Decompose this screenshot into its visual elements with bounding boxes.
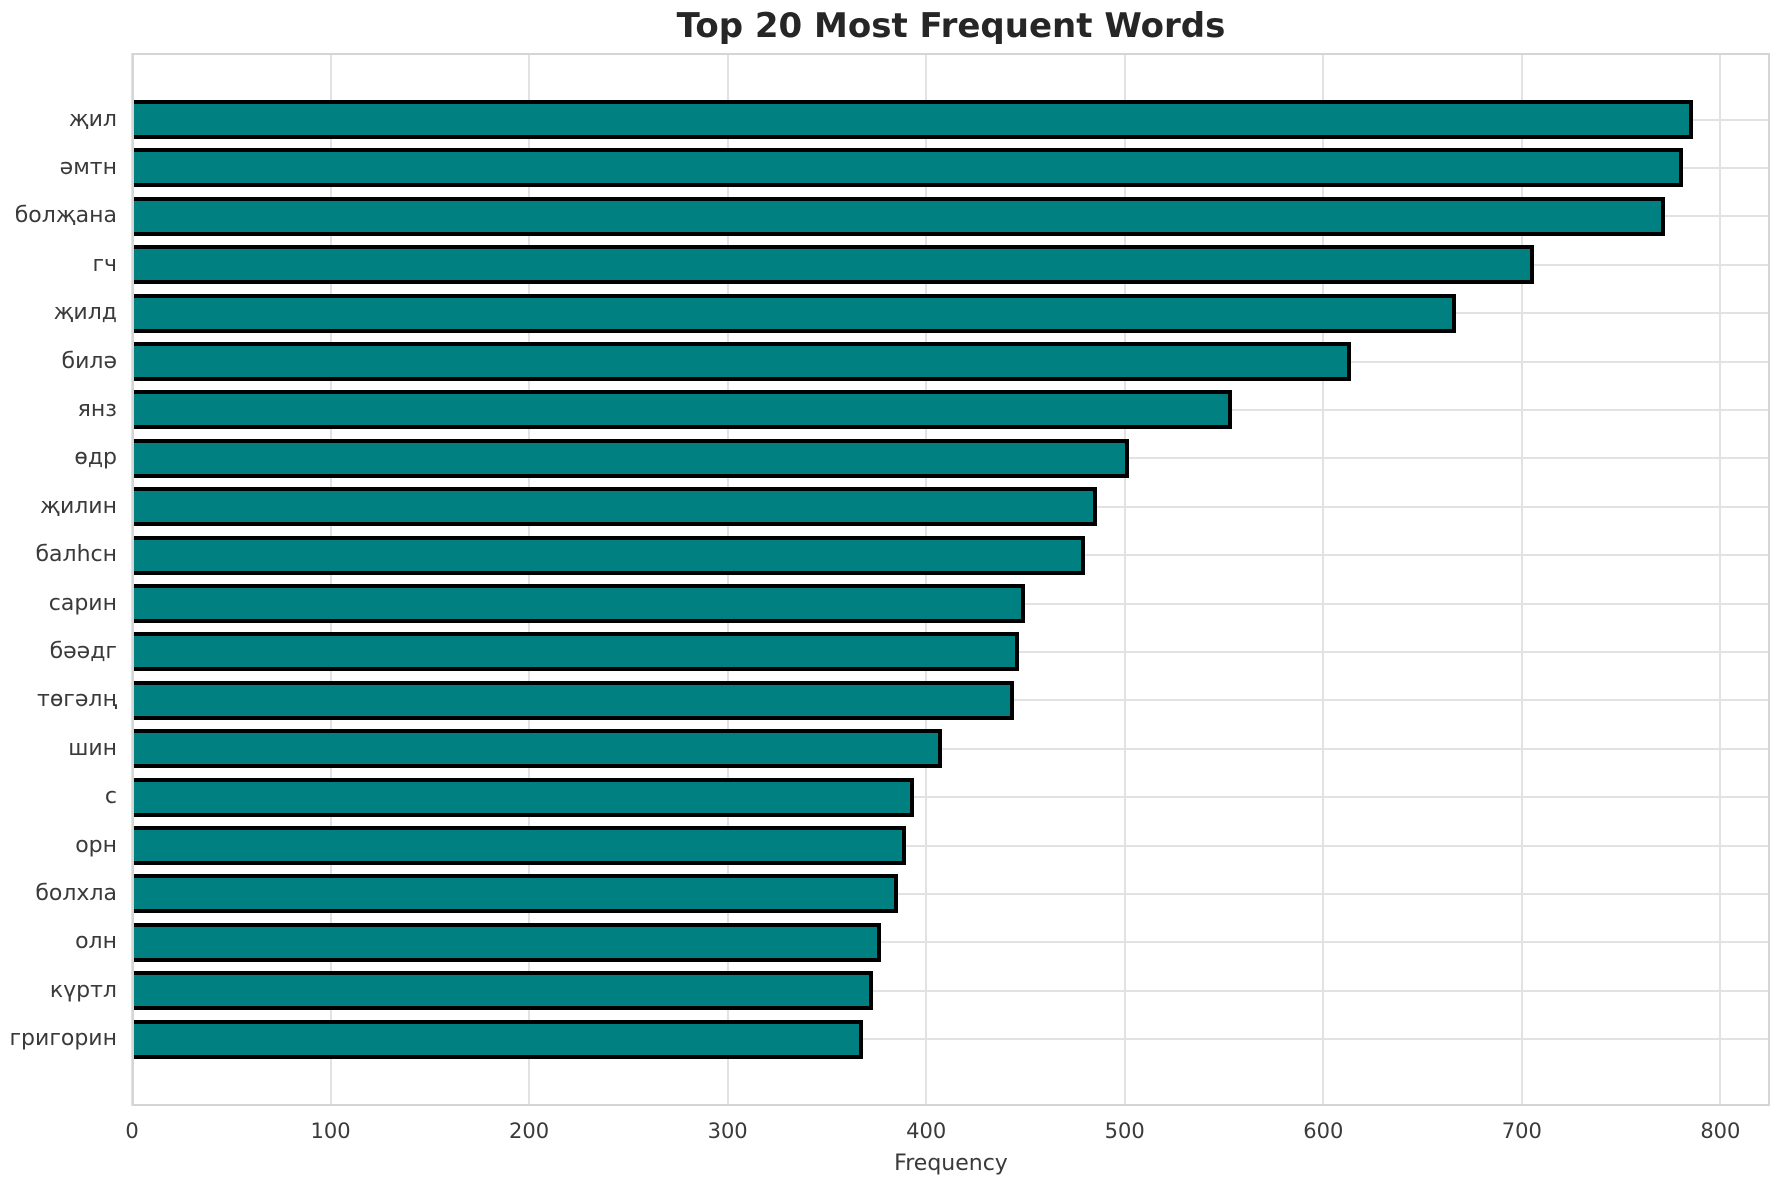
y-tick-label: орн bbox=[75, 832, 117, 858]
x-tick-label: 700 bbox=[1501, 1119, 1542, 1143]
x-gridline bbox=[329, 53, 332, 1106]
bar bbox=[132, 584, 1026, 623]
x-gridline bbox=[1123, 53, 1126, 1106]
y-gridline bbox=[132, 941, 1770, 944]
x-tick-label: 300 bbox=[707, 1119, 748, 1143]
bar bbox=[132, 922, 881, 962]
bar bbox=[132, 1019, 863, 1059]
y-tick-label: төгәлң bbox=[37, 687, 117, 713]
y-gridline bbox=[132, 892, 1770, 895]
bar bbox=[132, 438, 1129, 478]
x-tick-label: 500 bbox=[1104, 1119, 1145, 1143]
bar bbox=[132, 100, 1693, 139]
bar bbox=[132, 487, 1097, 527]
y-gridline bbox=[132, 747, 1770, 750]
bar bbox=[132, 632, 1020, 672]
y-gridline bbox=[132, 1038, 1770, 1041]
y-tick-label: җилд bbox=[53, 300, 117, 326]
y-gridline bbox=[132, 796, 1770, 799]
bar bbox=[132, 777, 915, 817]
x-gridline bbox=[1322, 53, 1325, 1106]
bar bbox=[132, 196, 1665, 236]
y-tick-label: сарин bbox=[48, 590, 117, 616]
bar bbox=[132, 342, 1352, 381]
x-axis-title: Frequency bbox=[894, 1151, 1008, 1176]
x-gridline bbox=[528, 53, 531, 1106]
y-tick-label: янз bbox=[77, 396, 117, 422]
plot-area bbox=[131, 53, 1770, 1106]
y-tick-label: җил bbox=[68, 106, 117, 132]
bar bbox=[132, 680, 1014, 720]
bar bbox=[132, 293, 1457, 333]
y-tick-label: болхла bbox=[35, 880, 117, 906]
bar bbox=[132, 535, 1086, 575]
y-tick-label: җилин bbox=[40, 493, 117, 519]
x-gridline bbox=[1719, 53, 1722, 1106]
x-gridline bbox=[925, 53, 928, 1106]
y-tick-label: григорин bbox=[9, 1026, 118, 1052]
y-tick-label: с bbox=[104, 784, 117, 810]
bar bbox=[132, 971, 873, 1011]
x-tick-label: 0 bbox=[125, 1119, 139, 1143]
y-tick-label: гч bbox=[92, 251, 117, 277]
y-tick-label: билә bbox=[61, 348, 117, 374]
chart-title: Top 20 Most Frequent Words bbox=[676, 6, 1226, 46]
y-gridline bbox=[132, 844, 1770, 847]
y-tick-label: әмтн bbox=[59, 154, 117, 180]
bar bbox=[132, 729, 943, 769]
x-tick-label: 200 bbox=[509, 1119, 550, 1143]
bar bbox=[132, 826, 907, 865]
y-tick-label: шин bbox=[68, 735, 117, 761]
x-gridline bbox=[1520, 53, 1523, 1106]
x-gridline bbox=[726, 53, 729, 1106]
y-tick-label: балһсн bbox=[35, 542, 117, 568]
y-tick-label: болҗана bbox=[14, 203, 117, 229]
y-tick-label: күртл bbox=[49, 977, 117, 1003]
y-gridline bbox=[132, 989, 1770, 992]
x-tick-label: 600 bbox=[1303, 1119, 1344, 1143]
bar bbox=[132, 874, 899, 914]
bar bbox=[132, 390, 1232, 430]
bar bbox=[132, 148, 1683, 188]
y-tick-label: олн bbox=[75, 929, 117, 955]
y-tick-label: өдр bbox=[74, 445, 117, 471]
bar bbox=[132, 245, 1534, 285]
x-tick-label: 400 bbox=[906, 1119, 947, 1143]
x-tick-label: 100 bbox=[310, 1119, 351, 1143]
y-tick-label: бәәдг bbox=[49, 638, 117, 664]
x-tick-label: 800 bbox=[1700, 1119, 1741, 1143]
